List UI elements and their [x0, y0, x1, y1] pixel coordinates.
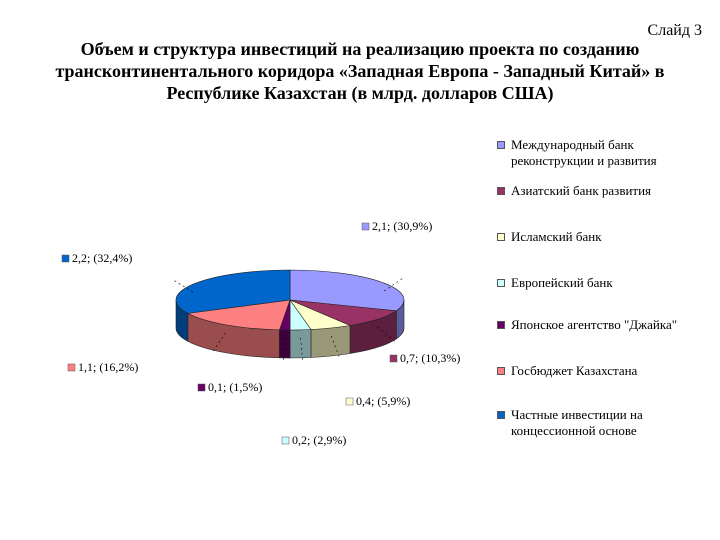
legend-label-1: Международный банк реконструкции и разви… [511, 137, 657, 168]
data-label-7: 2,2; (32,4%) [72, 251, 132, 265]
data-label-5: 0,1; (1,5%) [208, 380, 262, 394]
leader-line-1 [383, 278, 403, 292]
data-label-1: 2,1; (30,9%) [372, 219, 432, 233]
leader-line-3 [330, 335, 340, 357]
legend-swatch-2 [497, 187, 505, 195]
leader-line-4 [300, 337, 303, 360]
slide-number: Слайд 3 [647, 22, 702, 39]
data-label-swatch-6 [67, 363, 76, 372]
data-label-3: 0,4; (5,9%) [356, 394, 410, 408]
data-label-swatch-1 [361, 222, 370, 231]
legend-swatch-7 [497, 411, 505, 419]
data-label-4: 0,2; (2,9%) [292, 433, 346, 447]
data-label-swatch-7 [61, 254, 70, 263]
leader-line-6 [212, 332, 226, 352]
data-label-swatch-2 [389, 354, 398, 363]
leader-line-5 [283, 337, 286, 360]
legend-item-4: Европейский банк [497, 275, 707, 291]
legend-item-1: Международный банк реконструкции и разви… [497, 137, 707, 169]
data-label-swatch-4 [281, 436, 290, 445]
legend-label-6: Госбюджет Казахстана [511, 363, 638, 378]
data-label-6: 1,1; (16,2%) [78, 360, 138, 374]
legend-swatch-3 [497, 233, 505, 241]
pie-slice-2 [289, 299, 398, 326]
leader-line-2 [377, 326, 395, 342]
legend-label-3: Исламский банк [511, 229, 602, 244]
legend-label-4: Европейский банк [511, 275, 613, 290]
legend-label-5: Японское агентство "Джайка" [511, 317, 678, 332]
legend-swatch-6 [497, 367, 505, 375]
legend-swatch-4 [497, 279, 505, 287]
pie-slice-6 [186, 299, 291, 331]
data-label-swatch-3 [345, 397, 354, 406]
legend-swatch-5 [497, 321, 505, 329]
title-line-2: трансконтинентального коридора «Западная… [55, 61, 665, 81]
legend-label-2: Азиатский банк развития [511, 183, 652, 198]
pie-slice-side-4 [289, 329, 312, 359]
data-labels: 2,1; (30,9%) 0,7; (10,3%) 0,4; (5,9%) 0,2; … [61, 219, 460, 447]
pie-slice-1 [289, 269, 405, 312]
pie-slice-side-3 [310, 325, 351, 358]
pie-tops [175, 269, 405, 331]
chart-title: Объем и структура инвестиций на реализац… [10, 38, 710, 104]
legend-item-5: Японское агентство "Джайка" [497, 317, 707, 333]
title-line-1: Объем и структура инвестиций на реализац… [80, 39, 640, 59]
data-label-2: 0,7; (10,3%) [400, 351, 460, 365]
legend-item-3: Исламский банк [497, 229, 707, 245]
pie-slice-7 [175, 269, 291, 314]
legend-label-7: Частные инвестиции на концессионной осно… [511, 407, 643, 438]
legend-item-6: Госбюджет Казахстана [497, 363, 707, 379]
legend-swatch-1 [497, 141, 505, 149]
data-label-swatch-5 [197, 383, 206, 392]
legend-item-7: Частные инвестиции на концессионной осно… [497, 407, 707, 439]
legend-item-2: Азиатский банк развития [497, 183, 707, 199]
title-line-3: Республике Казахстан (в млрд. долларов С… [166, 83, 554, 103]
leader-line-7 [174, 280, 194, 293]
